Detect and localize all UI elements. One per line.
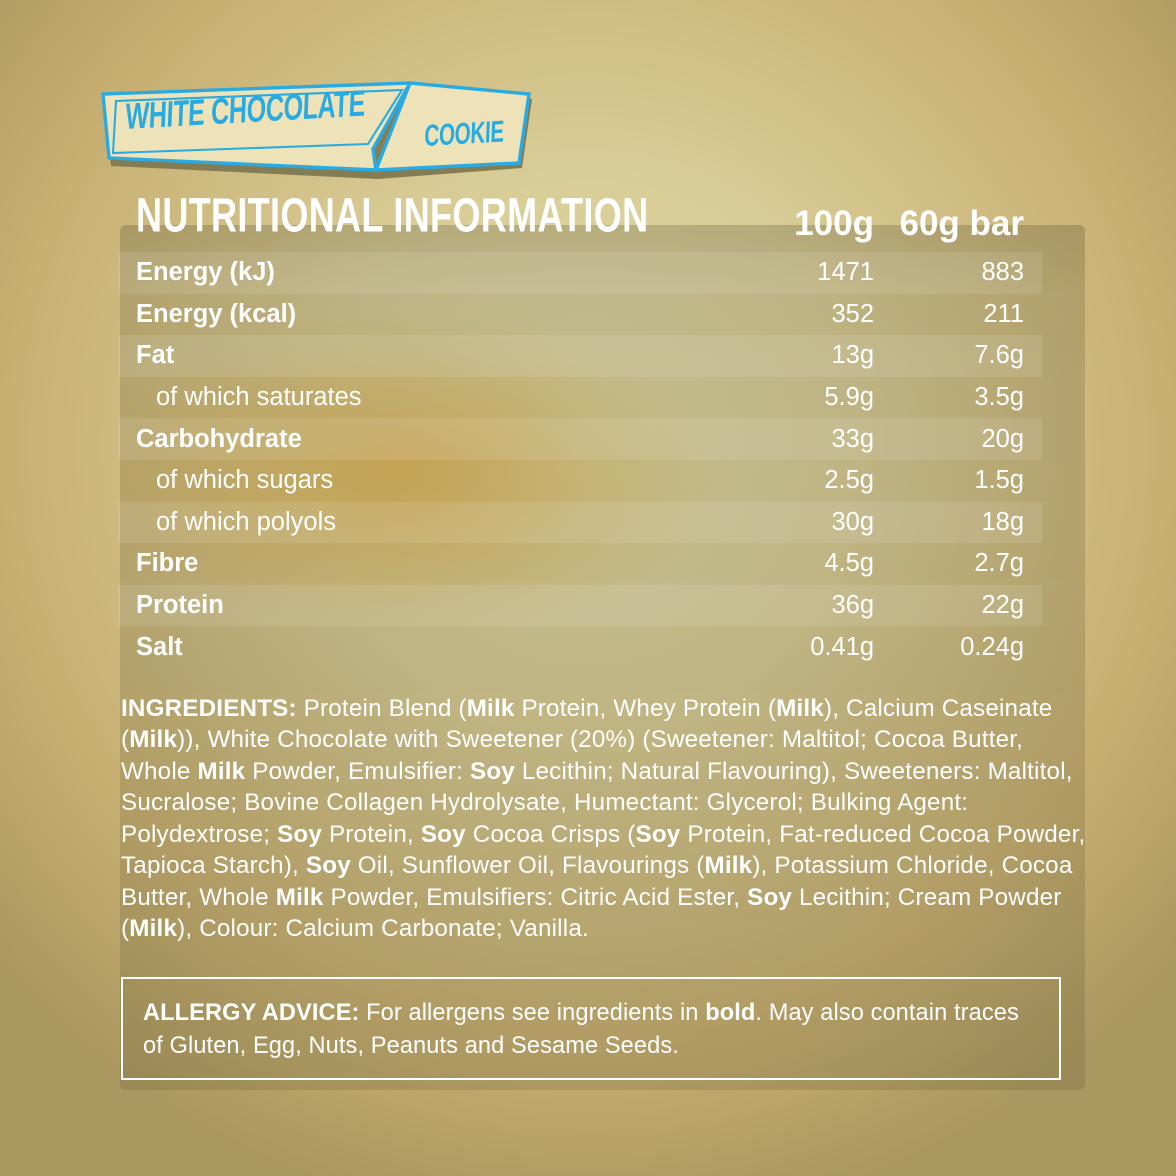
svg-text:COOKIE: COOKIE — [424, 114, 505, 153]
